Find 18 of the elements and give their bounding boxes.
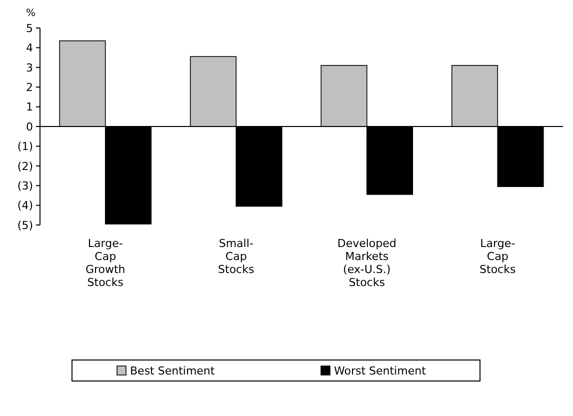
legend-label: Best Sentiment (130, 364, 216, 378)
y-tick-label: (5) (17, 218, 33, 232)
y-tick-label: 4 (26, 42, 33, 55)
x-tick-label: Developed Markets (ex-U.S.) Stocks (337, 237, 396, 289)
y-tick-label: 5 (26, 22, 33, 35)
y-tick-label: 1 (26, 100, 33, 114)
x-tick-label: Small-Cap Stocks (218, 237, 254, 276)
y-axis-title: % (26, 8, 36, 19)
y-tick-label: 3 (26, 61, 33, 74)
y-tick-label: 2 (26, 80, 33, 94)
y-tick-label: 0 (26, 120, 33, 134)
y-tick-label: (3) (17, 179, 33, 192)
x-tick-label: Large-Cap Stocks (480, 237, 516, 276)
y-tick-label: (2) (17, 160, 33, 173)
legend-label: Worst Sentiment (334, 364, 427, 378)
x-tick-label: Large-Cap Growth Stocks (85, 237, 126, 289)
y-tick-label: (1) (17, 140, 33, 154)
y-tick-label: (4) (17, 199, 33, 212)
